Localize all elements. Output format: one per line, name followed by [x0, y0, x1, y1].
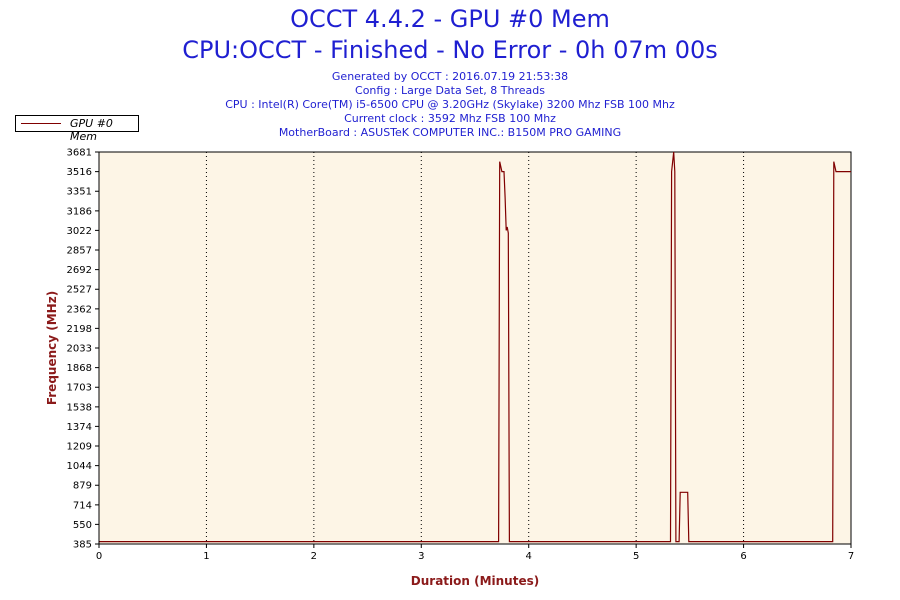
- series-line-gpu-0-mem: [99, 151, 851, 543]
- x-tick-label: 1: [203, 551, 209, 562]
- legend-swatch: [21, 123, 61, 124]
- x-axis-title: Duration (Minutes): [411, 574, 539, 588]
- y-tick-label: 385: [73, 540, 92, 551]
- y-tick-label: 3351: [67, 187, 92, 198]
- x-tick-label: 5: [633, 551, 639, 562]
- y-tick-label: 1538: [67, 402, 92, 413]
- y-tick-label: 879: [73, 481, 92, 492]
- chart-title: OCCT 4.4.2 - GPU #0 Mem: [290, 5, 610, 33]
- grid-lines: [205, 152, 745, 544]
- y-tick-label: 3516: [67, 167, 92, 178]
- y-tick-label: 3022: [67, 226, 92, 237]
- y-tick-label: 1374: [67, 422, 92, 433]
- y-tick-label: 1209: [67, 442, 92, 453]
- info-cpu: CPU : Intel(R) Core(TM) i5-6500 CPU @ 3.…: [225, 98, 675, 111]
- y-axis-title: Frequency (MHz): [45, 291, 59, 405]
- y-tick-label: 1703: [67, 383, 92, 394]
- y-tick-label: 1868: [67, 363, 92, 374]
- info-generated: Generated by OCCT : 2016.07.19 21:53:38: [331, 70, 569, 83]
- info-motherboard: MotherBoard : ASUSTeK COMPUTER INC.: B15…: [278, 126, 622, 139]
- x-tick-label: 3: [418, 551, 424, 562]
- y-tick-label: 2033: [67, 344, 92, 355]
- y-tick-label: 550: [73, 520, 92, 531]
- series-group: [99, 151, 851, 543]
- y-tick-label: 1044: [67, 461, 92, 472]
- legend-label: GPU #0 Mem: [70, 117, 113, 143]
- y-tick-label: 2527: [67, 285, 92, 296]
- legend: GPU #0 Mem: [15, 115, 139, 143]
- x-tick-label: 0: [96, 551, 102, 562]
- y-tick-label: 3186: [67, 206, 92, 217]
- x-tick-label: 6: [740, 551, 746, 562]
- axis-ticks: 0 1 2 3 4 5 6 7 385 550 714 879 1044 1209 1374 1538 1703…: [67, 148, 855, 563]
- y-tick-label: 714: [73, 500, 92, 511]
- x-tick-label: 2: [311, 551, 317, 562]
- x-tick-label: 7: [848, 551, 854, 562]
- info-current-clock: Current clock : 3592 Mhz FSB 100 Mhz: [344, 112, 556, 125]
- y-tick-label: 2692: [67, 265, 92, 276]
- plot-area: [98, 151, 852, 545]
- y-tick-label: 2198: [67, 324, 92, 335]
- y-tick-label: 3681: [67, 148, 92, 159]
- y-tick-label: 2857: [67, 246, 92, 257]
- chart-subtitle: CPU:OCCT - Finished - No Error - 0h 07m …: [182, 36, 718, 64]
- y-tick-label: 2362: [67, 304, 92, 315]
- info-config: Config : Large Data Set, 8 Threads: [355, 84, 545, 97]
- x-tick-label: 4: [526, 551, 532, 562]
